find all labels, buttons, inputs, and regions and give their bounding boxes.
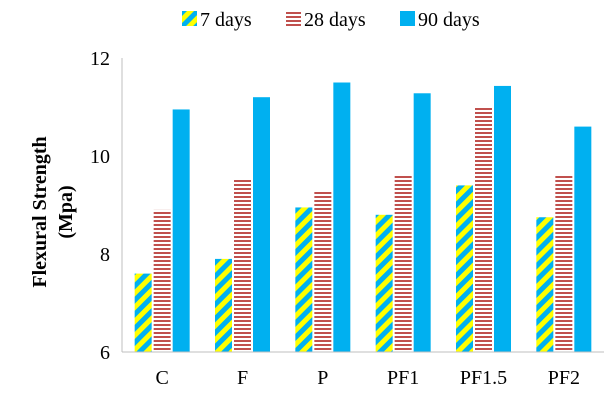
- y-tick-label: 8: [100, 244, 110, 266]
- x-tick-label: F: [237, 367, 248, 389]
- bar-7-days-PF1.5: [456, 185, 473, 352]
- legend-label: 90 days: [418, 9, 480, 31]
- y-tick-label: 10: [90, 146, 110, 168]
- bar-28-days-PF1: [394, 175, 412, 352]
- bar-90-days-P: [333, 82, 351, 352]
- bar-90-days-PF1: [413, 93, 431, 352]
- x-tick-label: PF1.5: [460, 367, 507, 389]
- x-tick-label: PF2: [548, 367, 580, 389]
- bar-7-days-F: [215, 258, 232, 352]
- y-tick-label: 12: [90, 48, 110, 70]
- bar-90-days-PF2: [574, 126, 592, 352]
- bar-7-days-P: [295, 207, 313, 352]
- bar-7-days-PF2: [536, 217, 554, 352]
- y-axis-title: Flexural Strength: [29, 136, 51, 287]
- legend: 7 days 28 days 90 days: [182, 9, 480, 31]
- legend-swatch: [400, 11, 415, 26]
- y-axis-unit: (Mpa): [55, 185, 77, 238]
- bar-90-days-F: [253, 97, 270, 352]
- x-tick-label: C: [155, 367, 168, 389]
- legend-swatch: [182, 11, 197, 26]
- x-axis: C F P PF1 PF1.5 PF2: [155, 367, 579, 389]
- bar-28-days-F: [234, 178, 251, 352]
- x-tick-label: PF1: [387, 367, 419, 389]
- bar-28-days-PF1.5: [475, 107, 492, 352]
- x-tick-label: P: [317, 367, 328, 389]
- bar-90-days-C: [172, 109, 190, 352]
- bars: [134, 82, 592, 353]
- bar-28-days-P: [314, 190, 332, 352]
- legend-swatch: [286, 11, 301, 26]
- bar-7-days-C: [134, 273, 152, 352]
- bar-7-days-PF1: [375, 214, 393, 352]
- y-axis: 6 8 10 12: [90, 48, 110, 364]
- bar-90-days-PF1.5: [494, 85, 511, 353]
- legend-label: 28 days: [304, 9, 366, 31]
- legend-label: 7 days: [200, 9, 252, 31]
- bar-28-days-PF2: [555, 175, 573, 352]
- bar-28-days-C: [153, 209, 171, 352]
- y-tick-label: 6: [100, 342, 110, 364]
